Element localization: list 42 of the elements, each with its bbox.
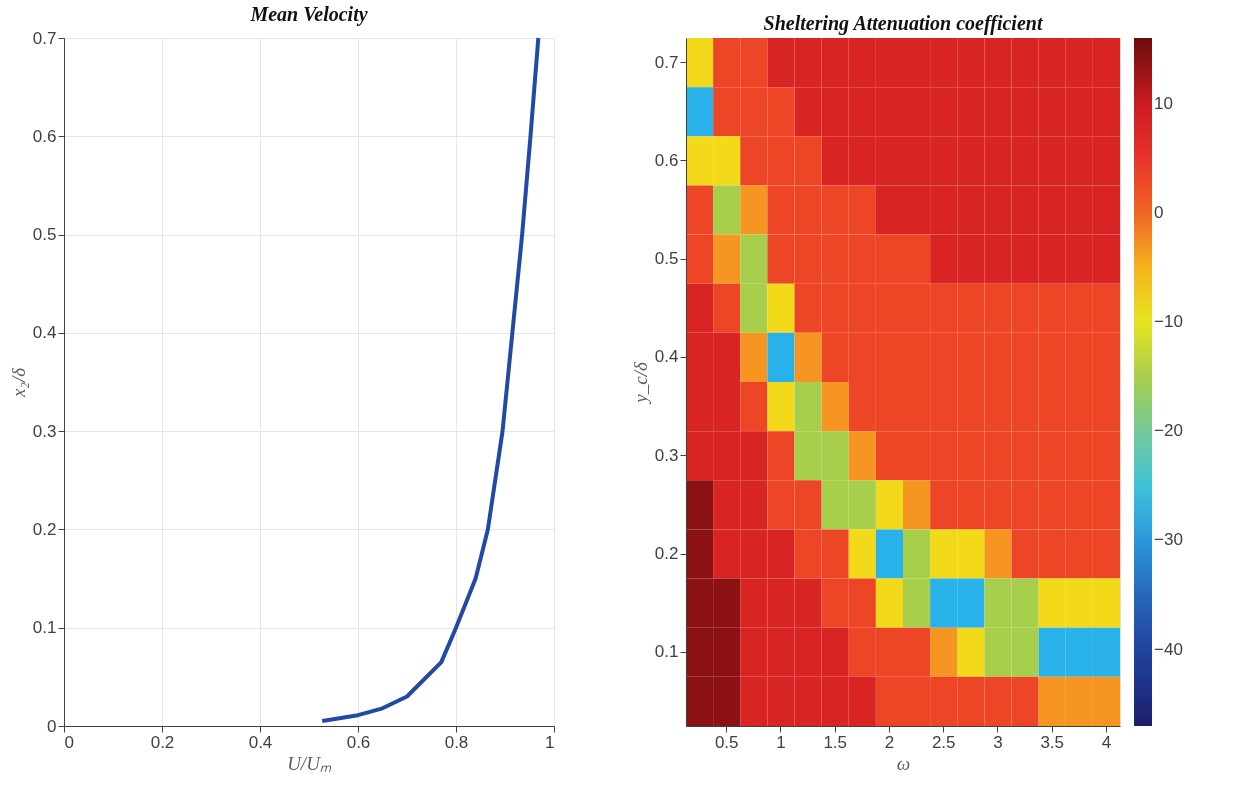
x-tick-label: 3.5 <box>1040 732 1065 752</box>
color-bar-label: 10 <box>1154 93 1173 113</box>
y-tick-label: 0.4 <box>32 323 57 343</box>
x-tick-label: 2 <box>884 732 895 752</box>
color-bar-label: −40 <box>1154 639 1183 659</box>
x-axis-title: ω <box>896 752 911 774</box>
y-tick-label: 0.7 <box>32 28 57 48</box>
y-tick-label: 0 <box>47 716 57 736</box>
x-tick-label: 0.6 <box>346 732 371 752</box>
x-tick-label: 0.5 <box>714 732 739 752</box>
y-tick-label: 0.6 <box>32 126 57 146</box>
x-tick-label: 0 <box>64 732 74 752</box>
y-tick-label: 0.5 <box>654 249 679 269</box>
line-series <box>320 36 541 724</box>
y-tick-label: 0.7 <box>654 52 679 72</box>
x-axis-title: U/Uₘ <box>287 752 332 774</box>
y-tick-label: 0.4 <box>654 347 679 367</box>
y-tick-label: 0.3 <box>654 445 679 465</box>
y-tick-label: 0.1 <box>32 618 57 638</box>
y-tick-label: 0.2 <box>32 519 57 539</box>
x-tick-label: 2.5 <box>931 732 956 752</box>
x-tick-label: 0.8 <box>444 732 469 752</box>
y-tick-label: 0.5 <box>32 225 57 245</box>
x-tick-label: 4 <box>1101 732 1112 752</box>
x-tick-label: 0.2 <box>150 732 175 752</box>
y-tick-label: 0.3 <box>32 421 57 441</box>
y-tick-label: 0.1 <box>654 642 679 662</box>
x-tick-label: 1 <box>776 732 786 752</box>
x-tick-label: 0.4 <box>248 732 273 752</box>
y-axis-title: y_c/δ <box>629 361 651 405</box>
x-tick-label: 1.5 <box>823 732 848 752</box>
color-bar-label: −10 <box>1154 311 1183 331</box>
y-axis-title: x₂/δ <box>7 366 29 399</box>
color-bar-label: −30 <box>1154 530 1183 550</box>
x-tick-label: 3 <box>993 732 1003 752</box>
x-tick-label: 1 <box>545 732 555 752</box>
color-bar-label: −20 <box>1154 421 1183 441</box>
chart-title: Sheltering Attenuation coefficient <box>763 12 1044 35</box>
y-tick-label: 0.2 <box>654 544 679 563</box>
color-bar-label: 0 <box>1154 202 1164 222</box>
y-tick-label: 0.6 <box>654 150 679 170</box>
chart-title: Mean Velocity <box>249 3 368 26</box>
